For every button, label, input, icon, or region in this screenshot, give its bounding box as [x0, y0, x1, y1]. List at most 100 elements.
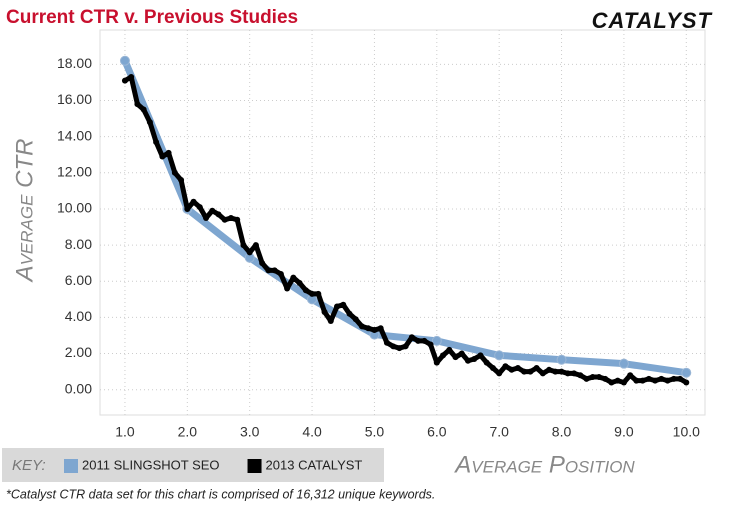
data-point — [618, 358, 629, 369]
data-point — [390, 343, 397, 350]
data-point — [221, 216, 228, 223]
y-tick-label: 10.00 — [57, 200, 92, 216]
data-point — [271, 267, 278, 274]
data-point — [583, 375, 590, 382]
data-point — [533, 365, 540, 372]
data-point — [284, 285, 291, 292]
data-point — [240, 242, 247, 249]
data-point — [471, 355, 478, 362]
data-point — [246, 249, 253, 256]
data-point — [203, 214, 210, 221]
data-point — [677, 375, 684, 382]
legend-swatch — [64, 459, 78, 473]
data-point — [477, 352, 484, 359]
data-point — [589, 374, 596, 381]
data-point — [658, 375, 665, 382]
data-point — [502, 363, 509, 370]
data-point — [458, 350, 465, 357]
data-point — [415, 337, 422, 344]
data-point — [215, 211, 222, 218]
logo: CATALYST — [592, 8, 713, 33]
data-point — [556, 354, 567, 365]
data-point — [546, 366, 553, 373]
data-point — [371, 327, 378, 334]
data-point — [165, 149, 172, 156]
data-point — [446, 346, 453, 353]
x-tick-label: 5.0 — [365, 424, 385, 440]
data-point — [571, 370, 578, 377]
data-point — [290, 274, 297, 281]
data-point — [209, 207, 216, 214]
data-point — [483, 359, 490, 366]
data-point — [664, 377, 671, 384]
x-tick-label: 1.0 — [115, 424, 135, 440]
data-point — [327, 318, 334, 325]
y-axis-label: Average CTR — [11, 139, 38, 284]
x-axis-label: Average Position — [453, 451, 635, 478]
x-tick-label: 8.0 — [552, 424, 572, 440]
data-point — [652, 377, 659, 384]
data-point — [494, 350, 505, 361]
legend-swatch — [247, 459, 262, 473]
data-point — [670, 375, 677, 382]
data-point — [178, 177, 185, 184]
series-line — [121, 57, 690, 377]
x-tick-label: 7.0 — [489, 424, 509, 440]
data-point — [171, 169, 178, 176]
data-point — [496, 370, 503, 377]
data-point — [302, 287, 309, 294]
data-point — [464, 357, 471, 364]
data-point — [259, 260, 266, 267]
data-point — [234, 216, 241, 223]
y-tick-label: 6.00 — [65, 272, 92, 288]
data-point — [452, 354, 459, 361]
data-point — [315, 290, 322, 297]
data-point — [402, 343, 409, 350]
data-point — [639, 377, 646, 384]
data-point — [134, 101, 141, 108]
data-point — [340, 301, 347, 308]
y-tick-label: 14.00 — [57, 127, 92, 143]
y-tick-label: 12.00 — [57, 163, 92, 179]
data-point — [508, 366, 515, 373]
chart-title: Current CTR v. Previous Studies — [6, 7, 298, 28]
x-tick-label: 9.0 — [614, 424, 634, 440]
data-point — [277, 271, 284, 278]
data-point — [539, 370, 546, 377]
data-point — [564, 370, 571, 377]
data-point — [265, 267, 272, 274]
data-point — [608, 379, 615, 386]
data-point — [645, 375, 652, 382]
data-point — [358, 323, 365, 330]
data-point — [521, 368, 528, 375]
data-point — [552, 368, 559, 375]
x-tick-label: 2.0 — [178, 424, 198, 440]
data-point — [377, 325, 384, 332]
y-tick-label: 4.00 — [65, 308, 92, 324]
data-point — [683, 379, 690, 386]
footnote: *Catalyst CTR data set for this chart is… — [6, 487, 435, 501]
data-point — [227, 214, 234, 221]
data-point — [514, 365, 521, 372]
data-point — [296, 280, 303, 287]
legend-label: 2011 SLINGSHOT SEO — [82, 457, 220, 472]
data-point — [681, 367, 692, 378]
data-point — [352, 316, 359, 323]
data-point — [140, 106, 147, 113]
data-point — [121, 77, 128, 84]
data-point — [252, 242, 259, 249]
data-point — [527, 368, 534, 375]
data-point — [489, 365, 496, 372]
data-point — [620, 379, 627, 386]
data-point — [334, 303, 341, 310]
data-point — [190, 198, 197, 205]
data-point — [577, 372, 584, 379]
data-point — [431, 335, 442, 346]
data-point — [128, 73, 135, 80]
data-point — [627, 372, 634, 379]
legend-label: 2013 CATALYST — [266, 457, 363, 472]
y-tick-label: 0.00 — [65, 380, 92, 396]
x-tick-label: 6.0 — [427, 424, 447, 440]
data-point — [346, 310, 353, 317]
